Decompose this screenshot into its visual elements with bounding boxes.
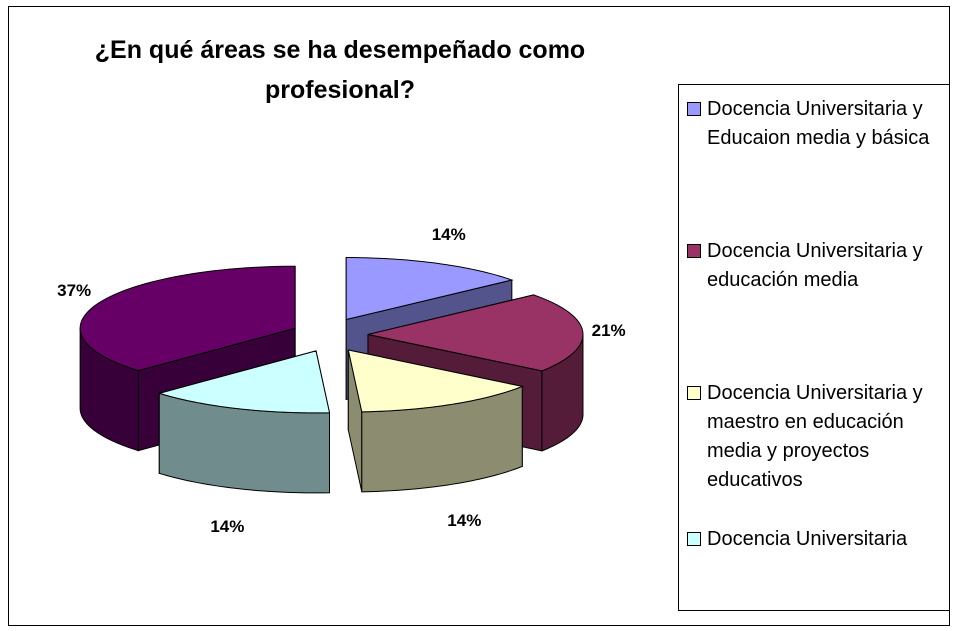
legend: Docencia Universitaria y Educaion media … — [678, 84, 950, 611]
data-label: 21% — [592, 321, 626, 340]
data-label: 14% — [447, 511, 481, 530]
slice — [345, 257, 514, 321]
pie-chart: 14% 21% 14% 14% 37% — [57, 225, 626, 536]
data-label: 37% — [57, 281, 91, 300]
legend-swatch — [687, 244, 701, 258]
legend-swatch — [687, 102, 701, 116]
legend-label: Docencia Universitaria — [707, 528, 908, 550]
legend-swatch — [687, 386, 701, 400]
legend-label: Docencia Universitaria y maestro en educ… — [707, 382, 923, 491]
slice — [347, 349, 524, 413]
slice — [79, 265, 296, 372]
legend-label: Docencia Universitaria y Educaion media … — [707, 98, 930, 149]
legend-label: Docencia Universitaria y educación media — [707, 240, 923, 291]
legend-swatch — [687, 532, 701, 546]
slice — [367, 294, 584, 372]
chart-title: ¿En qué áreas se ha desempeñado como pro… — [94, 36, 586, 104]
data-label: 14% — [432, 225, 466, 244]
slice — [157, 350, 331, 414]
data-label: 14% — [210, 517, 244, 536]
